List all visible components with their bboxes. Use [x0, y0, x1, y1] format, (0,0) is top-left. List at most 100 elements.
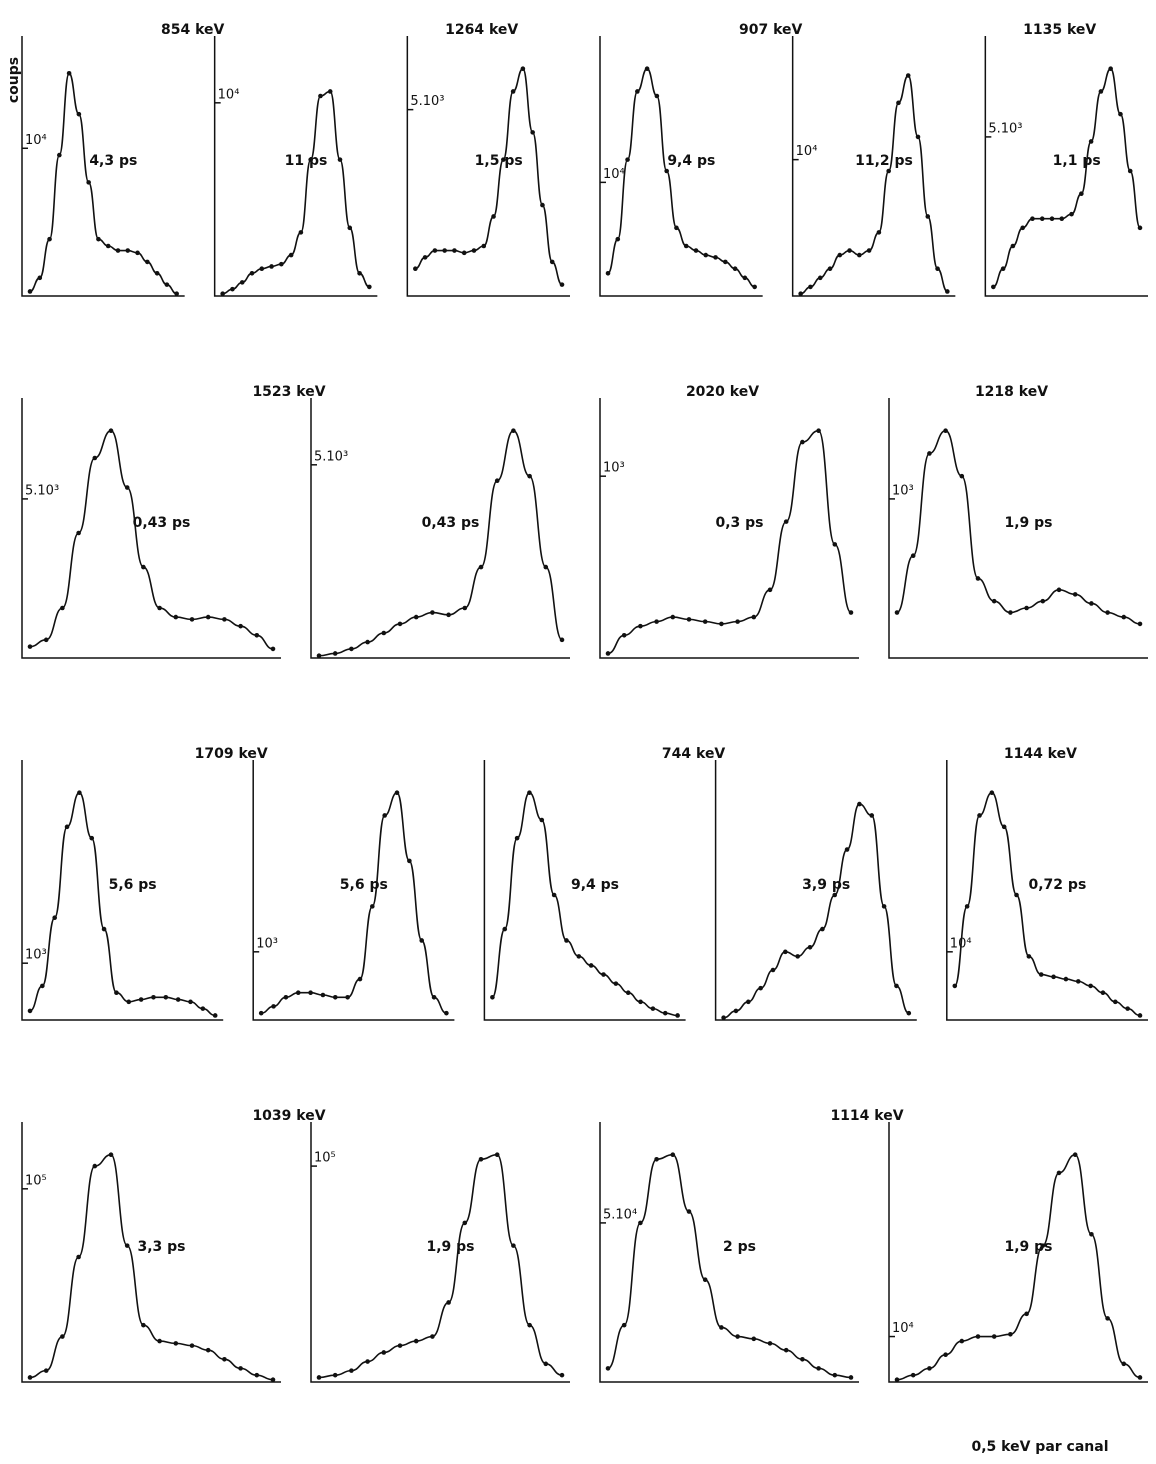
data-point: [733, 1008, 739, 1014]
group-title: 1039 keV: [252, 1108, 325, 1124]
data-point: [1026, 954, 1032, 959]
data-point: [638, 1220, 643, 1226]
data-point: [394, 790, 400, 796]
fit-curve: [723, 803, 910, 1019]
data-point: [783, 1347, 789, 1353]
data-point: [174, 291, 179, 297]
axis: [714, 760, 917, 1021]
fit-curve: [896, 1153, 1141, 1381]
axis: [791, 36, 956, 297]
data-point: [491, 214, 496, 219]
data-point: [910, 1372, 916, 1378]
data-point: [157, 605, 162, 611]
lifetime-label: 1,1 ps: [1053, 153, 1101, 169]
data-point: [288, 252, 294, 258]
data-point: [959, 473, 965, 479]
data-point: [549, 259, 555, 265]
data-point: [189, 617, 195, 622]
data-point: [141, 564, 146, 570]
data-point: [327, 89, 333, 94]
data-point: [745, 999, 751, 1005]
lifetime-label: 0,72 ps: [1029, 877, 1087, 893]
data-point: [175, 997, 181, 1002]
data-point: [1059, 216, 1065, 222]
data-point: [462, 1220, 468, 1226]
data-point: [332, 1372, 338, 1378]
data-point: [1008, 610, 1013, 615]
data-point: [991, 284, 996, 290]
data-point: [964, 904, 970, 909]
data-point: [1098, 89, 1104, 94]
data-point: [559, 282, 565, 287]
data-point: [1049, 216, 1055, 222]
data-point: [462, 605, 468, 611]
group-title: 1144 keV: [1004, 746, 1077, 762]
data-point: [27, 644, 33, 649]
data-point: [1088, 983, 1093, 989]
data-point: [413, 1338, 419, 1344]
y-tick-label: 5.10³: [988, 121, 1022, 136]
lifetime-label: 0,43 ps: [422, 515, 480, 531]
lifetime-label: 11,2 ps: [855, 153, 913, 169]
data-point: [76, 111, 82, 117]
group-title: 1218 keV: [975, 384, 1048, 400]
data-point: [783, 519, 789, 524]
data-point: [527, 1322, 532, 1328]
data-point: [770, 967, 776, 973]
data-point: [543, 1361, 549, 1367]
data-point: [827, 266, 833, 272]
data-point: [635, 89, 640, 94]
data-point: [943, 428, 948, 434]
lifetime-label: 0,43 ps: [133, 515, 191, 531]
data-point: [357, 270, 362, 276]
data-point: [605, 270, 611, 276]
axis: [888, 398, 1148, 659]
data-point: [693, 248, 699, 253]
data-point: [662, 1010, 668, 1016]
fit-curve: [992, 67, 1141, 288]
axis: [599, 1122, 859, 1383]
axis: [946, 760, 1148, 1021]
data-point: [527, 790, 532, 796]
data-point: [86, 180, 91, 185]
data-point: [615, 236, 621, 242]
data-point: [478, 1156, 484, 1162]
group-title: 744 keV: [662, 746, 726, 762]
data-point: [76, 1254, 81, 1260]
data-point: [1040, 1243, 1046, 1248]
data-point: [397, 621, 403, 627]
data-point: [1056, 1170, 1062, 1176]
y-tick-label: 10³: [603, 461, 625, 476]
data-point: [654, 93, 660, 99]
data-point: [60, 1334, 65, 1339]
data-point: [959, 1338, 965, 1344]
lifetime-label: 1,9 ps: [1004, 1239, 1052, 1255]
fit-curve: [954, 791, 1141, 1017]
data-point: [783, 949, 788, 955]
data-point: [510, 89, 516, 94]
data-point: [1039, 216, 1045, 222]
axis: [984, 36, 1148, 297]
axis: [21, 398, 281, 659]
data-point: [163, 994, 169, 1000]
data-point: [816, 1366, 821, 1371]
data-point: [444, 1010, 449, 1016]
data-point: [320, 992, 326, 998]
axis: [599, 36, 763, 297]
data-point: [413, 614, 419, 620]
axis: [310, 1122, 570, 1383]
data-point: [650, 1006, 656, 1011]
data-point: [173, 1341, 179, 1346]
data-point: [52, 915, 57, 921]
data-point: [135, 250, 140, 256]
data-point: [347, 225, 353, 231]
data-point: [64, 824, 70, 830]
data-point: [413, 266, 418, 272]
data-point: [1127, 168, 1133, 174]
data-point: [259, 266, 265, 272]
data-point: [254, 1372, 260, 1378]
data-point: [767, 1341, 773, 1346]
data-point: [345, 994, 350, 1000]
data-point: [798, 291, 803, 297]
lifetime-label: 2 ps: [723, 1239, 756, 1255]
